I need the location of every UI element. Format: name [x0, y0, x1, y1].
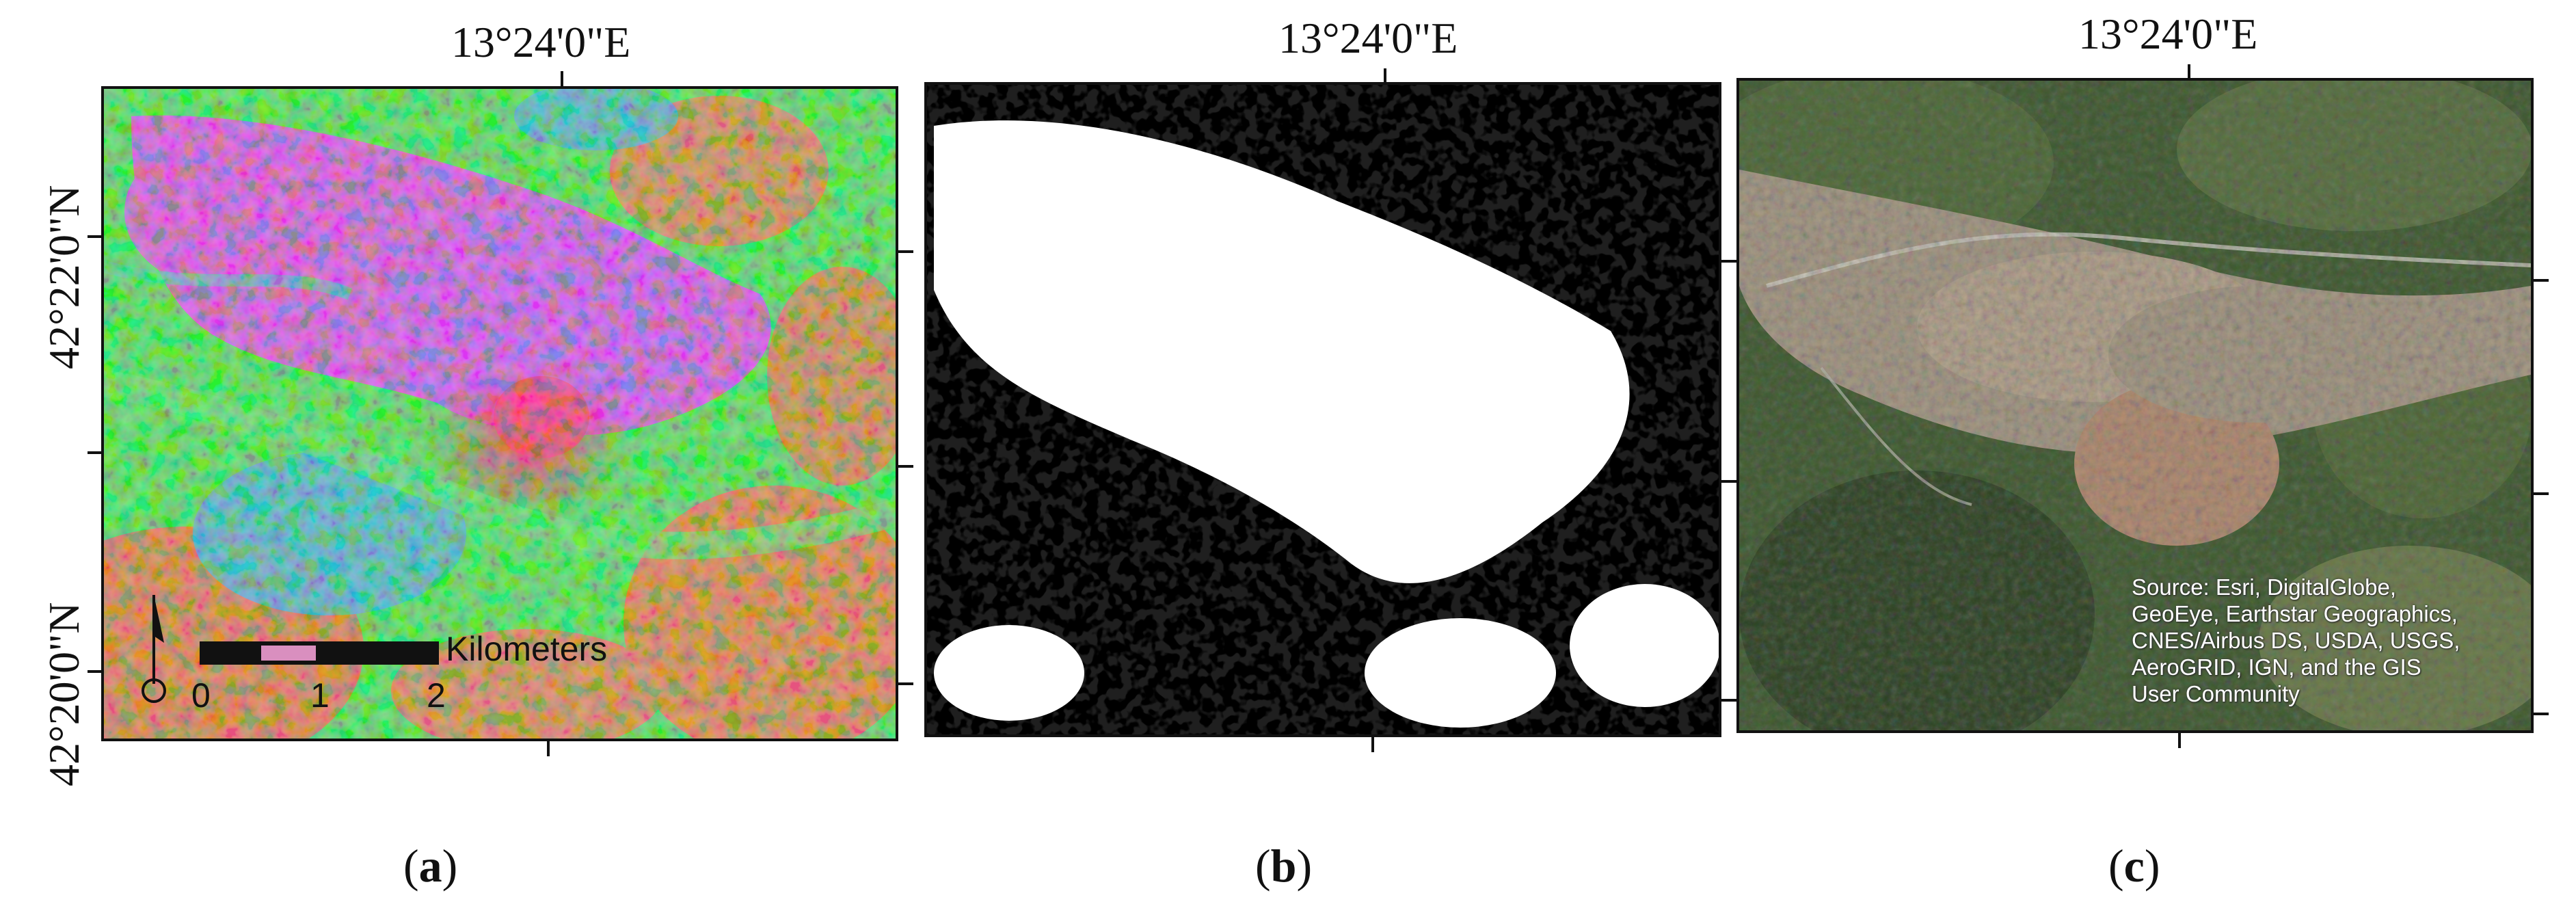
panel-a-left-latitude-upper: 42°22'0"N [40, 185, 88, 369]
satellite-basemap-image [1739, 81, 2531, 730]
panel-b-right-tick-3 [1721, 699, 1736, 702]
scale-bar-unit-label: Kilometers [446, 630, 608, 668]
panel-a-right-tick-2 [898, 465, 913, 468]
scale-bar-tick-1: 1 [310, 676, 330, 715]
false-color-composite-image [104, 89, 896, 739]
panel-c-bottom-tick [2178, 733, 2181, 748]
panel-b-top-longitude: 13°24'0"E [1278, 14, 1458, 62]
panel-c-top-tick [2188, 64, 2190, 79]
basemap-source-credit: Source: Esri, DigitalGlobe, GeoEye, Eart… [2132, 574, 2460, 706]
panel-a-left-tick-2 [88, 451, 103, 454]
panel-b-right-tick-1 [1721, 260, 1736, 263]
panel-b-right-tick-2 [1721, 480, 1736, 483]
panel-b-caption: (b) [1255, 840, 1313, 892]
panel-a-top-longitude: 13°24'0"E [451, 18, 631, 66]
panel-c-caption: (c) [2108, 840, 2160, 892]
scale-bar-tick-2: 2 [427, 676, 446, 715]
scale-bar-tick-0: 0 [191, 676, 211, 715]
scale-bar [200, 641, 439, 665]
panel-a-left-latitude-lower: 42°20'0"N [40, 602, 88, 786]
panel-c-right-tick-3 [2534, 713, 2549, 715]
panel-a-left-tick-1 [88, 235, 103, 238]
north-arrow-icon [142, 595, 166, 703]
panel-a-top-tick [561, 71, 563, 86]
panel-a-right-tick-3 [898, 682, 913, 685]
panel-b-map-frame [924, 82, 1721, 737]
panel-a-map-frame [101, 86, 898, 741]
panel-b-top-tick [1384, 68, 1386, 83]
panel-c-right-tick-1 [2534, 279, 2549, 282]
panel-a-left-tick-3 [88, 670, 103, 673]
panel-b-bottom-tick [1371, 737, 1374, 752]
panel-c-top-longitude: 13°24'0"E [2078, 10, 2258, 58]
panel-a-right-tick-1 [898, 250, 913, 253]
panel-a-caption: (a) [403, 840, 458, 892]
panel-a-bottom-tick [547, 741, 550, 756]
binary-mask-image [927, 85, 1719, 734]
panel-c-map-frame [1736, 78, 2534, 733]
panel-c-right-tick-2 [2534, 492, 2549, 495]
